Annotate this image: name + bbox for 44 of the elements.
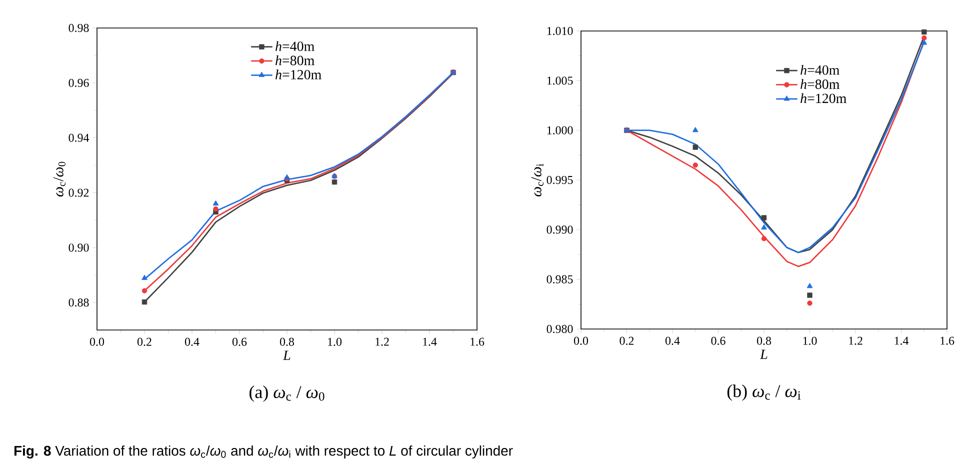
y-axis-title: ω$_{c}$/ω$_{i}$ (531, 164, 544, 196)
y-tick-label: 0.990 (546, 226, 573, 234)
y-tick-label: 1.000 (547, 126, 573, 134)
legend-label: h=40m (800, 64, 840, 75)
y-tick-label: 0.90 (68, 244, 89, 252)
x-tick-label: 1.6 (940, 336, 954, 345)
y-axis-title: ω$_{c}$/ω$_{0}$ (53, 162, 66, 197)
y-tick-label: 0.94 (68, 134, 90, 142)
x-tick-label: 1.2 (376, 338, 389, 346)
legend-label: h=120m (800, 93, 846, 104)
y-tick-label: 0.96 (68, 78, 89, 87)
x-tick-label: 1.4 (423, 338, 437, 346)
x-axis-title: L (760, 350, 768, 359)
x-tick-label: 0.2 (137, 338, 152, 346)
x-tick-label: 0.0 (90, 338, 104, 346)
x-tick-label: 1.6 (470, 338, 484, 346)
y-tick-label: 0.995 (546, 176, 573, 184)
x-tick-label: 1.0 (328, 338, 342, 346)
y-tick-label: 1.005 (547, 76, 573, 85)
x-tick-label: 1.4 (894, 336, 909, 345)
legend-label: h=80m (276, 55, 314, 66)
y-tick-label: 0.98 (68, 24, 89, 32)
x-tick-label: 0.0 (574, 336, 588, 345)
legend-label: h=80m (800, 79, 840, 89)
legend-label: h=120m (276, 70, 322, 80)
x-tick-label: 0.8 (756, 336, 772, 345)
x-tick-label: 0.2 (620, 336, 634, 345)
x-axis-title: L (282, 350, 290, 360)
x-tick-label: 0.6 (232, 338, 247, 346)
text: (b) ω$_{c}$ / ω$_{i}$ (727, 384, 801, 401)
legend-label: h=40m (276, 41, 314, 52)
x-tick-label: 1.0 (803, 336, 817, 345)
y-tick-label: 1.010 (547, 26, 573, 36)
y-tick-label: 0.980 (546, 324, 573, 334)
x-tick-label: 0.6 (711, 336, 726, 345)
y-tick-label: 0.985 (546, 275, 573, 284)
text: (a) ω$_{c}$ / ω$_{0}$ (250, 386, 324, 402)
x-tick-label: 1.2 (849, 336, 862, 345)
y-tick-label: 0.88 (68, 298, 89, 307)
text: Fig. 8 Variation of the ratios ω$_{c}$/ω$_{0}$ and ω$_{c}$/ω$_{i}$ with respect to L of circular cylinder (14, 445, 513, 459)
y-tick-label: 0.92 (68, 188, 89, 197)
x-tick-label: 0.8 (280, 338, 294, 346)
x-tick-label: 0.4 (184, 338, 200, 346)
x-tick-label: 0.4 (665, 336, 680, 345)
